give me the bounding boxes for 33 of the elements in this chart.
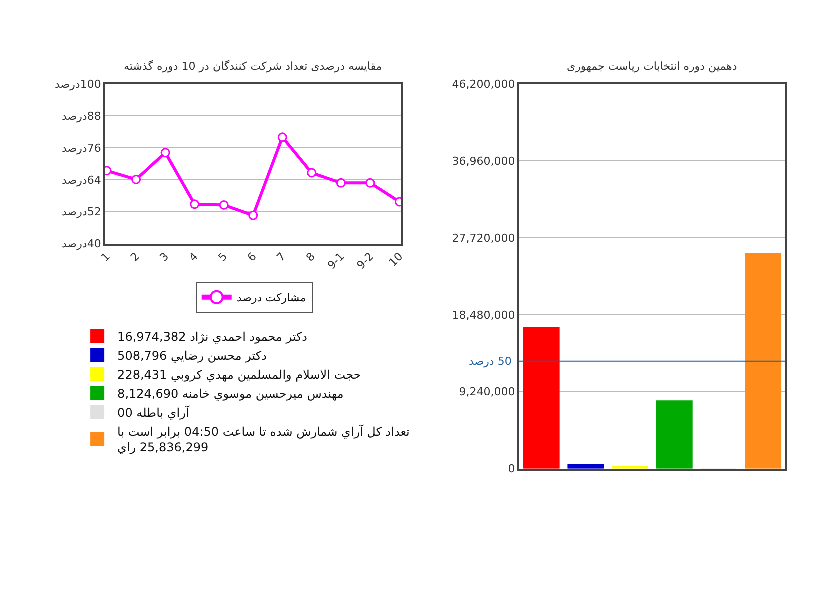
legend-label: مشارکت درصد xyxy=(236,292,306,305)
y-tick-label: 46,200,000 xyxy=(452,78,516,92)
x-tick-label: 6 xyxy=(245,250,260,264)
y-tick-label: 0 xyxy=(508,462,516,476)
legend-label: دکتر محمود احمدي نژاد 16,974,382 xyxy=(118,330,308,344)
x-tick-label: 2 xyxy=(128,250,142,264)
x-tick-label: 10 xyxy=(386,250,406,270)
legend-label: مهندس ميرحسين موسوي خامنه 8,124,690 xyxy=(118,387,344,402)
y-tick-label: 76درصد xyxy=(62,142,102,155)
y-tick-label: 88درصد xyxy=(62,110,102,124)
y-tick-label: 36,960,000 xyxy=(452,155,516,168)
legend-label: تعداد کل آراي شمارش شده تا ساعت 04:50 برابر است با 25,836,299 راي xyxy=(118,424,410,455)
y-tick-label: 100درصد xyxy=(55,78,102,92)
x-tick-label: 1 xyxy=(98,250,114,264)
x-tick-label: 3 xyxy=(157,250,172,264)
y-tick-label: 18,480,000 xyxy=(452,308,516,322)
x-tick-label: 4 xyxy=(186,250,201,264)
y-tick-label: 9,240,000 xyxy=(459,386,516,399)
x-tick-label: 9-1 xyxy=(325,250,348,272)
y-tick-label: 40درصد xyxy=(62,238,102,251)
ref-line-label: 50 درصد xyxy=(469,355,512,368)
x-tick-label: 7 xyxy=(274,250,289,264)
x-tick-label: 5 xyxy=(216,250,230,264)
y-tick-label: 52درصد xyxy=(62,206,102,219)
x-tick-label: 9-2 xyxy=(354,250,376,272)
chart-title: مقایسه درصدی تعداد شرکت کنندگان در 10 دوره گذشته xyxy=(124,60,382,73)
y-tick-label: 27,720,000 xyxy=(452,232,516,245)
chart-title: دهمین دوره انتخابات ریاست جمهوری xyxy=(567,60,738,73)
legend-label: حجت الاسلام والمسلمين مهدي کروبي 228,431 xyxy=(118,368,362,382)
legend-label: آراي باطله 00 xyxy=(118,405,190,420)
x-tick-label: 8 xyxy=(304,250,318,264)
legend-label: دکتر محسن رضايي 508,796 xyxy=(118,349,267,364)
y-tick-label: 64درصد xyxy=(62,174,102,187)
